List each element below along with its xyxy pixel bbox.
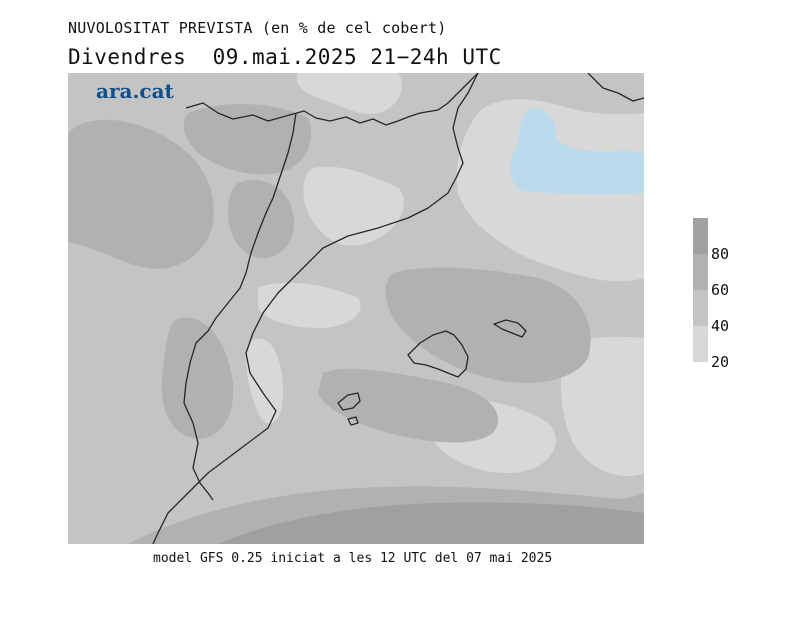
very-high-cloud-area-south	[218, 502, 644, 544]
high-cloud-area-sea-center	[385, 267, 591, 383]
border-aragon-catalonia	[183, 112, 297, 501]
high-cloud-area-pyrenees	[183, 103, 312, 175]
coastline-catalonia	[152, 73, 479, 544]
ara-cat-logo: ara.cat	[96, 79, 174, 103]
legend-swatch-80	[693, 218, 708, 254]
forecast-day: Divendres	[68, 45, 187, 69]
legend-label-60: 60	[711, 281, 730, 299]
cloud-cover-map-svg	[68, 73, 644, 544]
low-cloud-area-delta	[258, 282, 361, 328]
cloud-cover-legend: 80 60 40 20	[693, 218, 743, 371]
map-title: NUVOLOSITAT PREVISTA (en % de cel cobert…	[68, 19, 447, 37]
low-cloud-area-coast	[303, 166, 404, 246]
clear-sky-area	[510, 108, 644, 195]
ibiza-outline	[337, 392, 361, 411]
model-info-footer: model GFS 0.25 iniciat a les 12 UTC del …	[153, 551, 553, 566]
high-cloud-area-interior	[228, 179, 294, 258]
menorca-outline	[493, 319, 527, 338]
forecast-date: 09.mai.2025	[212, 45, 358, 69]
high-cloud-area-sea-west	[318, 368, 498, 443]
low-cloud-area-valencia	[246, 338, 283, 424]
legend-label-80: 80	[711, 245, 730, 263]
forecast-time-range: 21−24h UTC	[370, 45, 502, 69]
border-north-east	[587, 73, 644, 102]
legend-label-20: 20	[711, 353, 730, 371]
high-cloud-area-southwest	[161, 317, 234, 439]
cloud-cover-map	[68, 73, 644, 544]
legend-label-40: 40	[711, 317, 730, 335]
forecast-subtitle: Divendres 09.mai.2025 21−24h UTC	[68, 45, 502, 69]
legend-swatch-60	[693, 254, 708, 290]
border-france-spain	[185, 73, 479, 126]
legend-swatch-20	[693, 326, 708, 362]
high-cloud-area-west	[68, 119, 214, 269]
low-cloud-area-southeast	[561, 336, 644, 477]
low-cloud-area-north	[296, 73, 402, 115]
legend-swatch-40	[693, 290, 708, 326]
mallorca-outline	[407, 330, 469, 378]
formentera-outline	[347, 416, 359, 426]
